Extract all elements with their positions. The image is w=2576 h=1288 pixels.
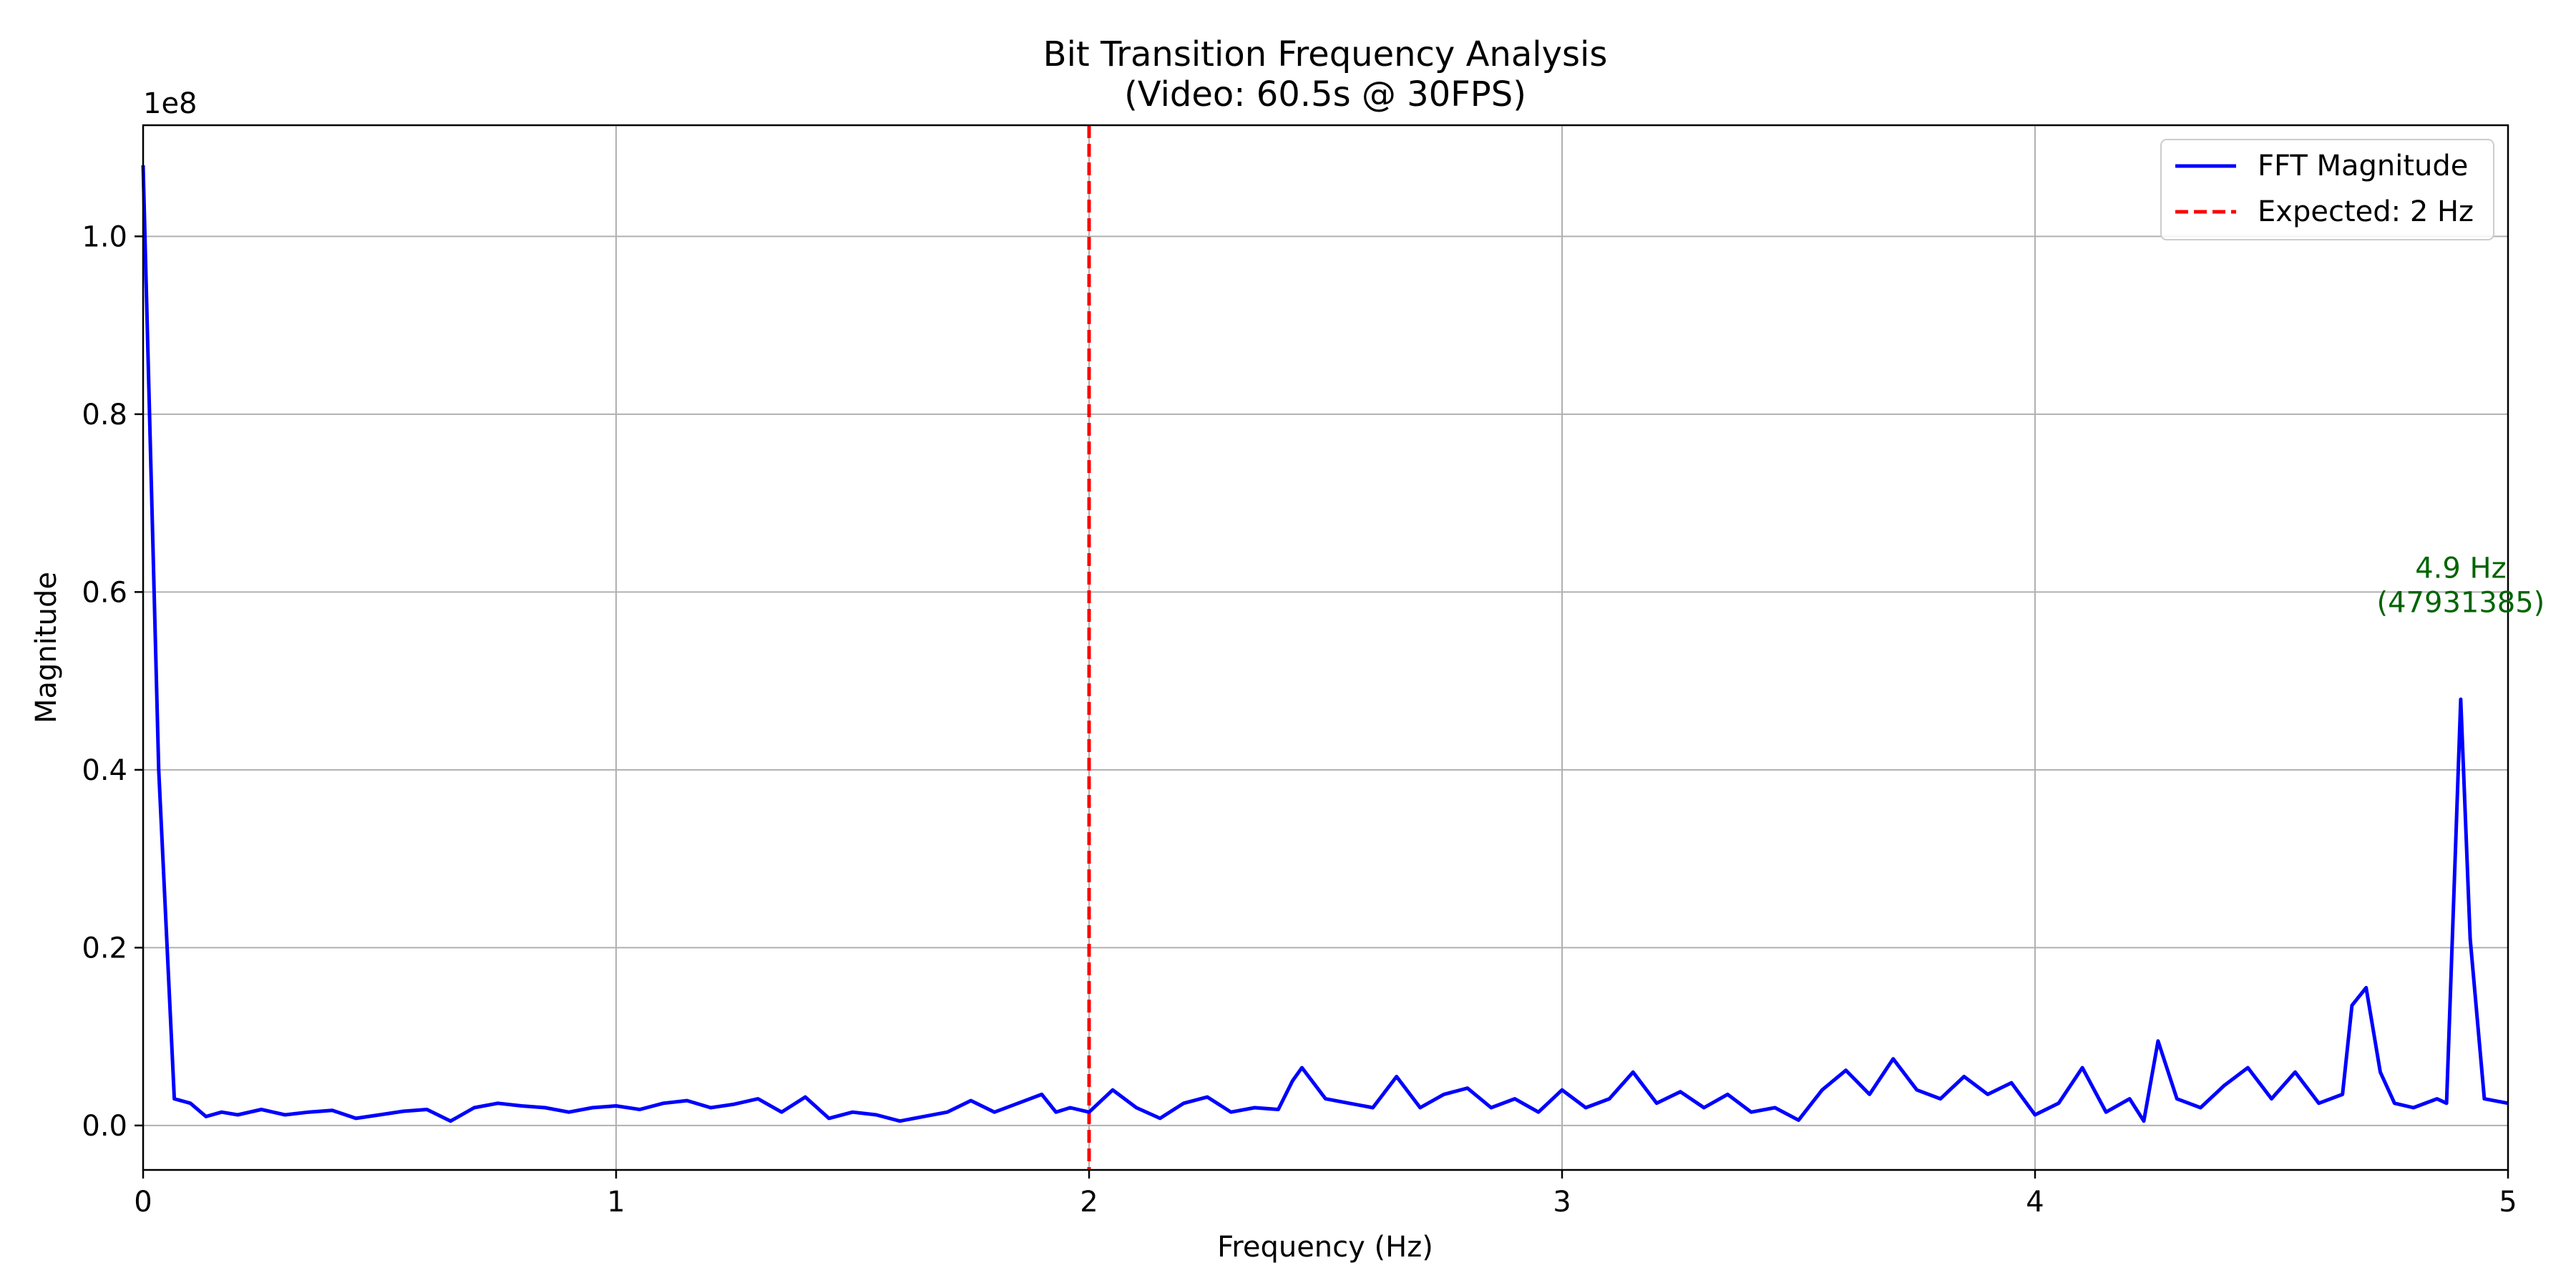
plot-frame	[142, 124, 2509, 1171]
chart-subtitle: (Video: 60.5s @ 30FPS)	[1124, 74, 1526, 114]
series-lines	[141, 165, 2509, 1123]
x-tick-label: 3	[1553, 1186, 1571, 1219]
x-axis-label: Frequency (Hz)	[1217, 1231, 1433, 1264]
y-tick-label: 0.8	[82, 399, 127, 431]
series-line-fft-magnitude	[141, 165, 2509, 1123]
y-tick-label: 1.0	[82, 220, 127, 253]
x-tick-label: 4	[2026, 1186, 2044, 1219]
peak-annotation: 4.9 Hz (47931385)	[2376, 552, 2545, 619]
x-ticks: 0 1 2 3 4 5	[134, 1170, 2517, 1219]
y-tick-label: 0.0	[82, 1110, 127, 1143]
legend-box	[2160, 139, 2494, 240]
plot-area-background	[143, 125, 2508, 1170]
x-tick-label: 1	[607, 1186, 625, 1219]
y-offset-label: 1e8	[143, 87, 197, 120]
legend-label-expected: Expected: 2 Hz	[2258, 195, 2474, 228]
legend-label-fft-magnitude: FFT Magnitude	[2258, 150, 2468, 182]
y-axis-label: Magnitude	[30, 572, 63, 723]
peak-annotation-frequency: 4.9 Hz	[2415, 552, 2506, 585]
x-tick-label: 2	[1080, 1186, 1098, 1219]
legend: FFT Magnitude Expected: 2 Hz	[2160, 139, 2494, 240]
x-tick-label: 5	[2499, 1186, 2517, 1219]
peak-annotation-magnitude: (47931385)	[2376, 586, 2545, 619]
chart-title: Bit Transition Frequency Analysis	[1043, 34, 1608, 74]
x-tick-label: 0	[134, 1186, 152, 1219]
y-tick-label: 0.6	[82, 576, 127, 609]
y-tick-label: 0.2	[82, 932, 127, 965]
y-tick-label: 0.4	[82, 754, 127, 787]
y-ticks: 0.0 0.2 0.4 0.6 0.8 1.0	[82, 220, 143, 1143]
